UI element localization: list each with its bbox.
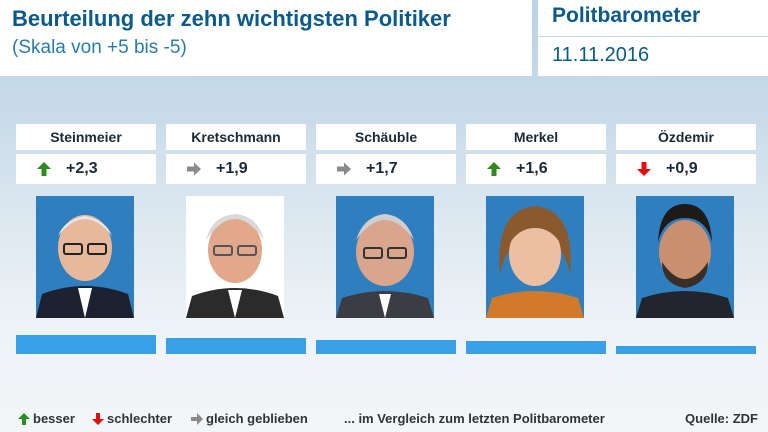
politician-name-label: Steinmeier [16,124,156,150]
legend-label-same: gleich geblieben [206,411,308,426]
trend-icon [637,162,651,176]
portrait-photo [186,196,284,318]
politician-name-label: Kretschmann [166,124,306,150]
grey-arrow-right-icon [191,413,203,425]
source-label: Quelle: ZDF [685,411,758,426]
legend-label-better: besser [33,411,75,426]
portrait-photo [36,196,134,318]
value-panel: +1,6 [466,154,606,184]
red-arrow-down-icon [92,413,104,425]
trend-icon [337,162,351,176]
value-label: +1,9 [216,160,248,177]
green-arrow-up-icon [18,413,30,425]
legend-item-better: besser [18,411,75,426]
footer-legend: besser schlechter gleich geblieben ... i… [0,408,768,432]
portrait-photo [486,196,584,318]
portrait-photo [336,196,434,318]
brand-title: Politbarometer [552,4,701,27]
portrait-photo [636,196,734,318]
value-panel: +2,3 [16,154,156,184]
brand-divider [538,36,768,37]
politician-column: Steinmeier +2,3 [16,124,156,354]
value-panel: +1,7 [316,154,456,184]
politician-name-label: Özdemir [616,124,756,150]
legend-item-same: gleich geblieben [191,411,308,426]
value-label: +1,6 [516,160,548,177]
survey-date: 11.11.2016 [552,44,650,66]
value-label: +1,7 [366,160,398,177]
value-panel: +1,9 [166,154,306,184]
chart-title: Beurteilung der zehn wichtigsten Politik… [12,6,451,31]
comparison-note: ... im Vergleich zum letzten Politbarome… [344,411,605,426]
politician-column: Kretschmann +1,9 [166,124,306,354]
trend-icon [487,162,501,176]
legend-item-worse: schlechter [92,411,172,426]
politician-column: Merkel +1,6 [466,124,606,354]
value-label: +0,9 [666,160,698,177]
header-brand-panel: Politbarometer 11.11.2016 [538,0,768,76]
value-label: +2,3 [66,160,98,177]
legend-label-worse: schlechter [107,411,173,426]
politician-name-label: Merkel [466,124,606,150]
politician-column: Özdemir +0,9 [616,124,756,354]
trend-icon [37,162,51,176]
politician-name-label: Schäuble [316,124,456,150]
value-panel: +0,9 [616,154,756,184]
politician-column: Schäuble +1,7 [316,124,456,354]
header-title-panel: Beurteilung der zehn wichtigsten Politik… [0,0,532,76]
chart-subtitle: (Skala von +5 bis -5) [12,37,187,58]
trend-icon [187,162,201,176]
